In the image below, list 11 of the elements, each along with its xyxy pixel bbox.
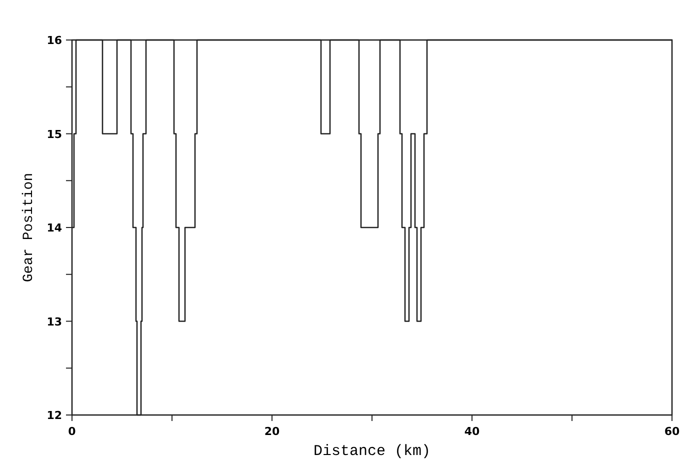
y-tick-label: 14 <box>46 222 62 234</box>
x-tick-label: 0 <box>68 425 76 438</box>
x-tick-label: 60 <box>664 425 680 438</box>
y-tick-label: 15 <box>46 128 62 141</box>
y-axis-title: Gear Position <box>21 172 37 282</box>
x-tick-label: 20 <box>264 425 280 438</box>
y-tick-label: 16 <box>46 34 62 47</box>
y-tick-label: 13 <box>46 315 62 328</box>
x-tick-label: 40 <box>464 425 480 438</box>
y-tick-label: 12 <box>46 409 62 422</box>
x-axis-title: Distance (km) <box>313 443 431 460</box>
